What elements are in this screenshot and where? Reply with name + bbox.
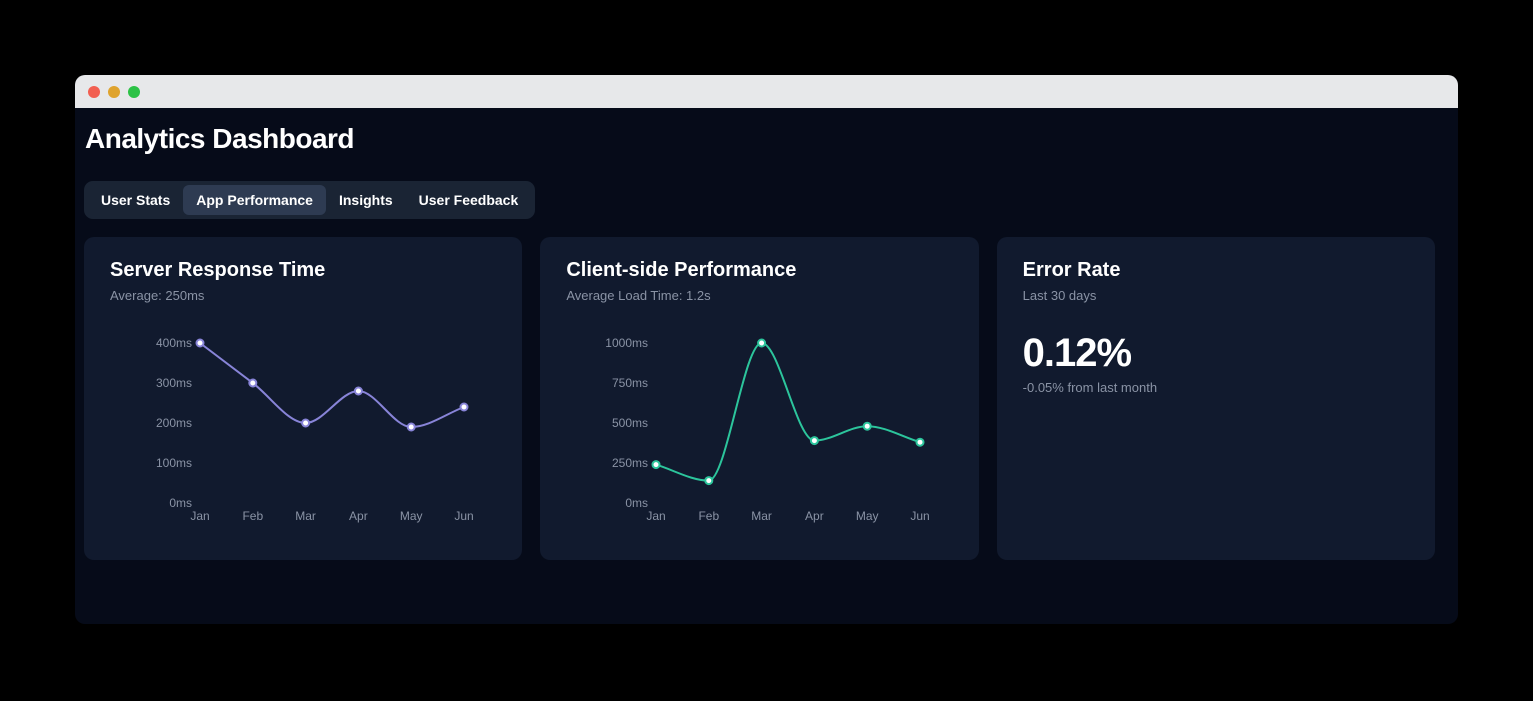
chart-point: [248, 378, 258, 388]
chart-point: [353, 386, 363, 396]
card-grid: Server Response Time Average: 250ms 0ms 1…: [84, 237, 1435, 560]
chart-point: [195, 338, 205, 348]
y-tick-label: 200ms: [156, 416, 192, 430]
x-tick-label: Mar: [752, 509, 773, 523]
y-tick-label: 300ms: [156, 376, 192, 390]
x-tick-label: May: [400, 509, 423, 523]
chart-point: [406, 422, 416, 432]
chart-point: [651, 460, 661, 470]
x-tick-label: Apr: [805, 509, 824, 523]
y-tick-label: 100ms: [156, 456, 192, 470]
y-tick-label: 0ms: [169, 496, 192, 510]
tab-user-stats[interactable]: User Stats: [88, 185, 183, 215]
app-window: Analytics Dashboard User Stats App Perfo…: [75, 75, 1458, 624]
card-title: Server Response Time: [110, 259, 326, 281]
card-error-rate: Error Rate Last 30 days 0.12% -0.05% fro…: [996, 237, 1435, 560]
chart-point: [459, 402, 469, 412]
chart-point: [810, 436, 820, 446]
error-rate-value: 0.12%: [1022, 331, 1132, 375]
y-tick-label: 0ms: [626, 496, 649, 510]
client-performance-chart: 0ms 250ms 500ms 750ms 1000ms Jan Feb Mar Apr May J…: [566, 311, 952, 526]
line-chart-svg: 0ms 100ms 200ms 300ms 400ms Jan Feb Mar Apr May Ju…: [156, 336, 474, 523]
card-title: Error Rate: [1022, 259, 1121, 281]
x-tick-label: Feb: [242, 509, 263, 523]
chart-line: [199, 342, 465, 429]
card-subtitle: Last 30 days: [1022, 288, 1097, 303]
x-tick-label: Jan: [647, 509, 666, 523]
y-tick-label: 750ms: [612, 376, 648, 390]
x-tick-label: Mar: [295, 509, 316, 523]
traffic-lights: [88, 85, 140, 98]
tab-bar: User Stats App Performance Insights User…: [84, 181, 536, 219]
x-tick-label: May: [856, 509, 879, 523]
card-subtitle: Average Load Time: 1.2s: [566, 288, 711, 303]
x-tick-label: Feb: [699, 509, 720, 523]
card-subtitle: Average: 250ms: [110, 288, 205, 303]
server-response-chart: 0ms 100ms 200ms 300ms 400ms Jan Feb Mar Apr May Ju…: [110, 311, 496, 526]
error-rate-note: -0.05% from last month: [1022, 380, 1158, 395]
close-window-button[interactable]: [88, 85, 100, 98]
dashboard-content: Analytics Dashboard User Stats App Perfo…: [75, 108, 1458, 560]
chart-point: [915, 437, 925, 447]
card-client-side-performance: Client-side Performance Average Load Tim…: [540, 237, 979, 560]
card-server-response-time: Server Response Time Average: 250ms 0ms 1…: [84, 237, 523, 560]
y-tick-label: 1000ms: [606, 336, 649, 350]
minimize-window-button[interactable]: [108, 85, 120, 98]
chart-line: [656, 341, 921, 482]
window-titlebar: [75, 75, 1458, 108]
page-title: Analytics Dashboard: [85, 123, 355, 154]
line-chart-svg: 0ms 250ms 500ms 750ms 1000ms Jan Feb Mar Apr May J…: [606, 336, 930, 523]
x-tick-label: Jan: [190, 509, 209, 523]
card-title: Client-side Performance: [566, 259, 797, 281]
x-tick-label: Jun: [911, 509, 930, 523]
tab-user-feedback[interactable]: User Feedback: [406, 185, 532, 215]
tab-insights[interactable]: Insights: [326, 185, 406, 215]
zoom-window-button[interactable]: [128, 85, 140, 98]
chart-point: [704, 476, 714, 486]
y-tick-label: 250ms: [612, 456, 648, 470]
chart-point: [301, 418, 311, 428]
y-tick-label: 400ms: [156, 336, 192, 350]
x-tick-label: Jun: [454, 509, 473, 523]
y-tick-label: 500ms: [612, 416, 648, 430]
tab-app-performance[interactable]: App Performance: [183, 185, 326, 215]
x-tick-label: Apr: [349, 509, 368, 523]
chart-point: [757, 338, 767, 348]
chart-point: [863, 421, 873, 431]
